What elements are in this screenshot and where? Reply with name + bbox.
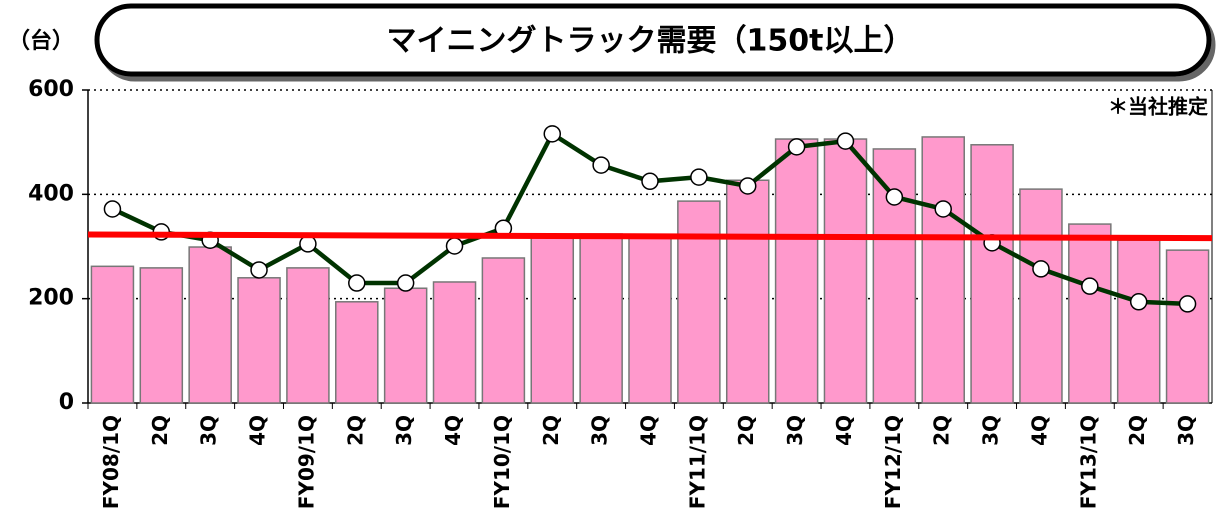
bar — [872, 148, 917, 404]
line-marker — [1081, 277, 1099, 295]
x-tick-label: FY08/1Q — [99, 415, 123, 509]
line-marker — [445, 237, 464, 255]
x-tick-label: FY10/1Q — [490, 415, 514, 509]
x-tick-label: 2Q — [734, 415, 758, 446]
line-marker — [348, 274, 366, 292]
x-tick-label: 4Q — [637, 415, 661, 446]
x-tick-label: 4Q — [441, 415, 465, 446]
bar — [335, 301, 379, 404]
x-tick-label: 2Q — [343, 415, 367, 446]
line-marker — [738, 177, 757, 195]
line-marker — [885, 188, 904, 206]
x-tick-label: FY09/1Q — [294, 415, 318, 509]
x-tick-label: 4Q — [246, 415, 270, 446]
line-marker — [250, 261, 268, 279]
line-marker — [299, 235, 317, 253]
line-marker — [592, 156, 610, 174]
line-marker — [641, 172, 659, 191]
y-tick-label: 200 — [28, 286, 74, 311]
line-marker — [934, 200, 952, 218]
bar — [921, 136, 965, 404]
x-tick-label: 3Q — [979, 415, 1003, 446]
bar — [823, 138, 868, 404]
bar — [725, 179, 770, 404]
x-tick-label: 2Q — [930, 415, 954, 446]
bar — [383, 287, 428, 404]
title-box — [94, 3, 1212, 77]
x-tick-label: FY11/1Q — [685, 415, 709, 509]
x-tick-label: 2Q — [539, 415, 563, 446]
annotation: ＊当社推定 — [1108, 95, 1208, 119]
x-tick-label: 4Q — [832, 415, 856, 446]
x-tick-label: 3Q — [783, 415, 807, 446]
y-tick-label: 0 — [59, 390, 74, 415]
bar — [286, 267, 330, 404]
bar — [530, 235, 575, 404]
bar — [774, 138, 819, 404]
bar — [1116, 239, 1161, 404]
x-tick-label: 3Q — [392, 415, 416, 446]
x-tick-label: 3Q — [588, 415, 612, 446]
bar — [970, 144, 1014, 404]
x-tick-label: FY12/1Q — [881, 415, 905, 509]
line-marker — [543, 125, 562, 143]
line-marker — [1032, 260, 1050, 278]
x-tick-label: 2Q — [1125, 415, 1149, 446]
line-marker — [396, 274, 415, 292]
y-tick-label: 400 — [28, 181, 74, 206]
bar — [237, 277, 281, 404]
line-marker — [1178, 295, 1197, 313]
x-tick-label: 4Q — [1027, 415, 1051, 446]
line-marker — [103, 200, 122, 218]
bar — [1165, 249, 1210, 404]
bar — [579, 233, 623, 404]
bar — [628, 237, 672, 404]
y-unit: （台） — [8, 28, 74, 54]
line-marker — [787, 138, 806, 156]
x-tick-label: 3Q — [1174, 415, 1198, 446]
bar — [677, 200, 721, 404]
bar — [90, 265, 135, 404]
line-marker — [836, 132, 855, 150]
trend-line — [87, 231, 1213, 242]
bar — [1068, 223, 1112, 404]
x-tick-label: 3Q — [197, 415, 221, 446]
y-tick-label: 600 — [28, 77, 74, 102]
line-marker — [1129, 293, 1148, 311]
bar — [1019, 188, 1063, 404]
line-marker — [690, 168, 708, 186]
x-tick-label: 2Q — [148, 415, 172, 446]
bar — [481, 257, 526, 404]
bar — [432, 281, 477, 404]
bar — [188, 246, 232, 404]
bar — [139, 267, 184, 404]
chart-title: マイニングトラック需要（150t以上） — [387, 24, 914, 59]
x-tick-label: FY13/1Q — [1076, 415, 1100, 509]
